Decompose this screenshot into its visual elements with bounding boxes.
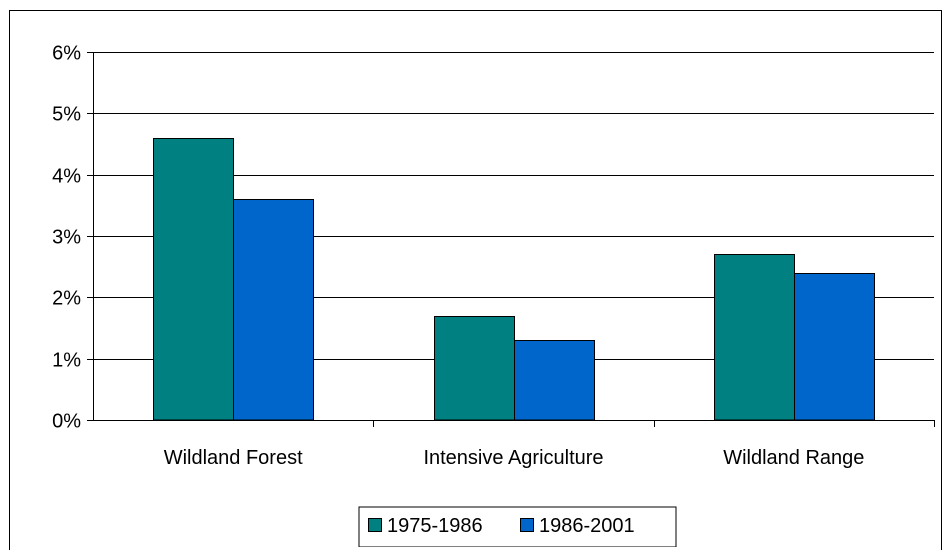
legend-box <box>358 506 677 547</box>
y-tick-label: 3% <box>52 227 81 249</box>
y-tick-label: 1% <box>52 350 81 372</box>
bar-1986-2001 <box>794 273 875 421</box>
x-tick-label: Wildland Forest <box>164 447 303 469</box>
y-tick-label: 2% <box>52 288 81 310</box>
y-tick-label: 4% <box>52 166 81 188</box>
y-tick-label: 0% <box>52 411 81 433</box>
axes: 0% 1% 2% 3% 4% 5% 6% Wildland Forest Intensive A… <box>52 43 935 469</box>
y-tick-label: 5% <box>52 104 81 126</box>
bar-1986-2001 <box>514 340 595 421</box>
x-tick-label: Wildland Range <box>723 447 864 469</box>
legend-label: 1975-1986 <box>387 515 483 537</box>
x-tick-label: Intensive Agriculture <box>423 447 603 469</box>
bar-1986-2001 <box>233 199 314 421</box>
legend-swatch <box>368 518 382 532</box>
y-tick-label: 6% <box>52 43 81 65</box>
legend: 1975-1986 1986-2001 <box>358 506 677 547</box>
legend-swatch <box>520 518 534 532</box>
bar-1975-1986 <box>153 138 234 421</box>
bar-1975-1986 <box>434 316 515 421</box>
bars <box>153 138 875 421</box>
bar-1975-1986 <box>714 254 795 421</box>
chart-frame <box>9 10 942 550</box>
legend-label: 1986-2001 <box>539 515 635 537</box>
